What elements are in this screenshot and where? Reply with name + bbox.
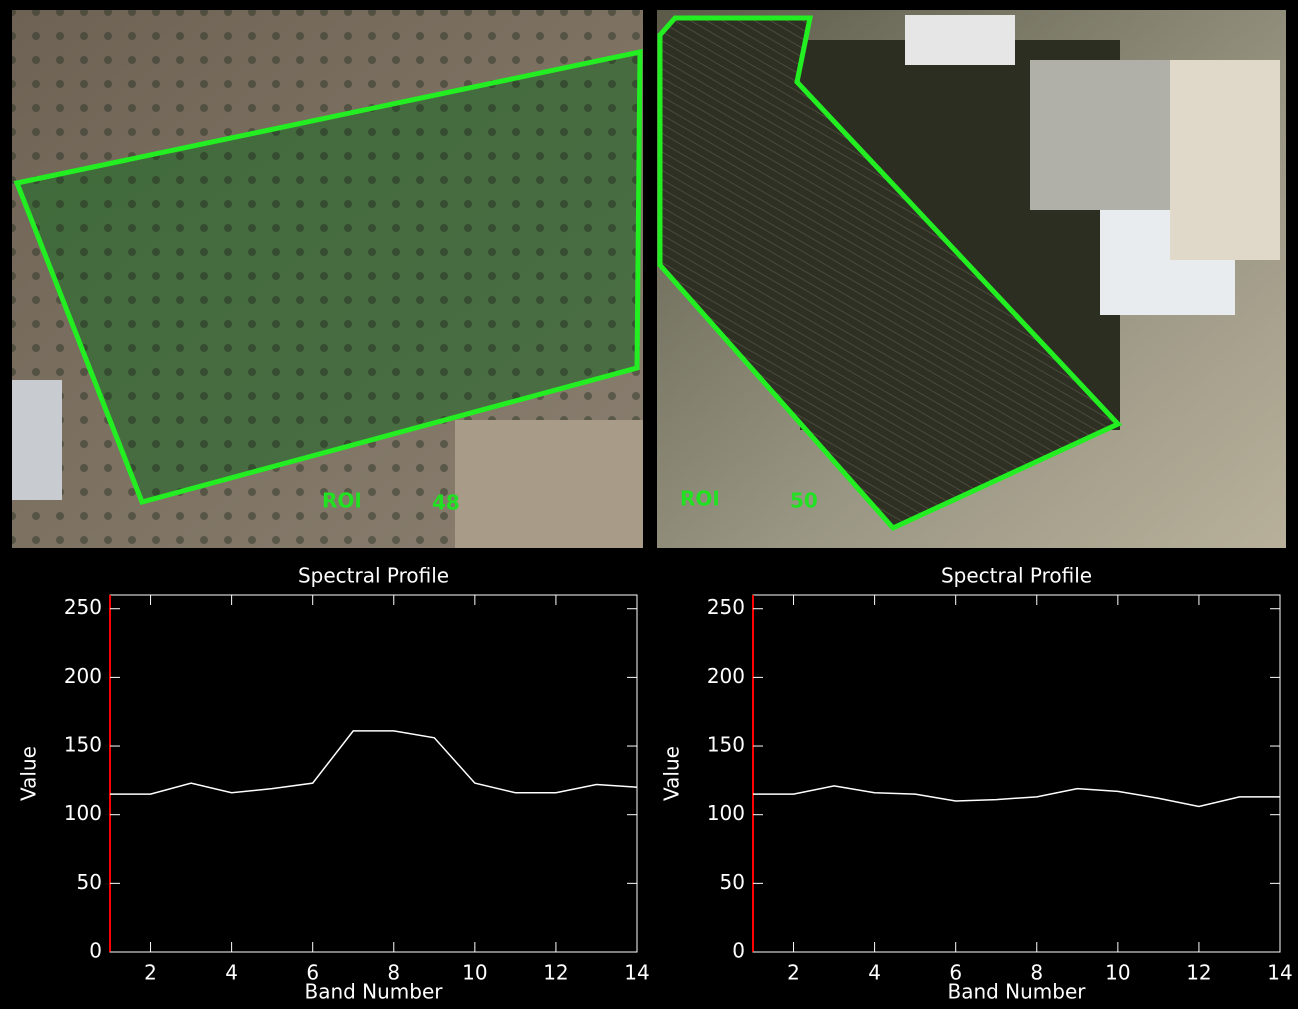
satellite-image: ROI 50 (657, 10, 1286, 548)
x-axis-label: Band Number (304, 980, 443, 1004)
x-tick-label: 4 (225, 961, 238, 985)
x-tick-label: 8 (1030, 961, 1043, 985)
chart-title: Spectral Profile (941, 564, 1092, 588)
roi-word: ROI (680, 487, 720, 511)
roi-word: ROI (322, 489, 362, 513)
roi-number: 50 (790, 489, 818, 513)
x-tick-label: 8 (387, 961, 400, 985)
y-tick-label: 50 (77, 870, 102, 894)
x-tick-label: 14 (1267, 961, 1292, 985)
x-tick-label: 10 (462, 961, 487, 985)
x-tick-label: 2 (144, 961, 157, 985)
roi-number: 48 (432, 491, 460, 515)
x-tick-label: 2 (787, 961, 800, 985)
x-tick-label: 4 (868, 961, 881, 985)
y-tick-label: 150 (707, 733, 745, 757)
y-tick-label: 50 (720, 870, 745, 894)
x-tick-label: 12 (1186, 961, 1211, 985)
x-tick-label: 10 (1105, 961, 1130, 985)
plot-frame (109, 594, 638, 953)
x-tick-label: 14 (624, 961, 649, 985)
y-tick-label: 150 (64, 733, 102, 757)
y-tick-label: 200 (64, 664, 102, 688)
y-axis-label: Value (17, 746, 41, 801)
x-tick-label: 6 (306, 961, 319, 985)
y-tick-label: 100 (64, 801, 102, 825)
y-tick-label: 200 (707, 664, 745, 688)
y-tick-label: 0 (732, 939, 745, 963)
data-line (753, 785, 1280, 808)
x-tick-label: 12 (543, 961, 568, 985)
y-axis-label: Value (660, 746, 684, 801)
chart-title: Spectral Profile (298, 564, 449, 588)
y-tick-label: 100 (707, 801, 745, 825)
y-tick-label: 250 (707, 595, 745, 619)
plot-frame (752, 594, 1281, 953)
y-tick-label: 0 (89, 939, 102, 963)
x-axis-label: Band Number (947, 980, 1086, 1004)
x-tick-label: 6 (949, 961, 962, 985)
y-tick-label: 250 (64, 595, 102, 619)
data-line (110, 730, 638, 795)
satellite-image: ROI 48 (12, 10, 643, 548)
